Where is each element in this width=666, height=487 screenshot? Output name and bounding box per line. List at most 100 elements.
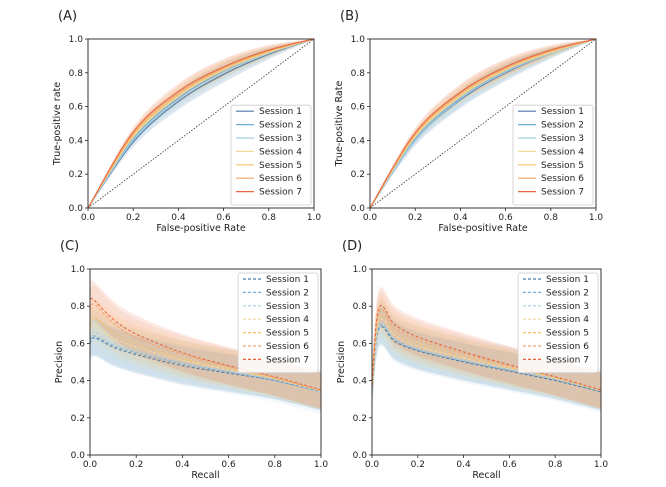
band-session-6 (88, 39, 314, 208)
y-tick-label: 0.6 (353, 339, 368, 349)
band-session-2 (372, 305, 601, 411)
line-session-4 (371, 318, 602, 392)
x-axis-label: Recall (191, 470, 219, 481)
line-session-4 (87, 38, 315, 209)
chance-diagonal (369, 38, 597, 209)
x-tick-label: 0.0 (365, 460, 380, 470)
legend: Session 1 Session 2 Session 3 Session 4 Sess… (237, 272, 319, 374)
panel-d: 0.0 0.2 0.4 0.6 0.8 1.0 0.0 0.2 0.4 0.6 0.8 1.0 Reca… (336, 239, 608, 481)
line-session-5 (369, 38, 597, 209)
line-session-7 (87, 38, 315, 209)
x-tick-label: 1.0 (307, 213, 322, 223)
x-tick-label: 0.8 (268, 460, 283, 470)
y-tick-label: 0.4 (69, 136, 84, 146)
band-session-3 (90, 309, 321, 415)
x-tick-label: 1.0 (589, 213, 604, 223)
legend-entry-session-6: Session 6 (259, 174, 302, 184)
x-axis-label: Recall (472, 470, 500, 481)
legend-entry-session-1: Session 1 (546, 275, 589, 285)
line-session-5 (371, 314, 602, 392)
x-axis-label: False-positive Rate (438, 223, 527, 234)
y-tick-label: 0.2 (71, 414, 85, 424)
band-session-3 (372, 300, 601, 414)
legend-entry-session-2: Session 2 (259, 121, 302, 131)
y-tick-label: 0.8 (69, 69, 84, 79)
y-tick-label: 0.2 (69, 170, 83, 180)
x-tick-label: 0.6 (221, 460, 236, 470)
y-tick-label: 1.0 (353, 265, 368, 275)
x-tick-label: 0.0 (81, 213, 96, 223)
x-tick-label: 0.2 (411, 460, 425, 470)
y-tick-label: 0.0 (71, 451, 86, 461)
x-tick-label: 0.8 (548, 460, 563, 470)
band-session-5 (370, 39, 596, 208)
plot-frame (89, 268, 322, 456)
y-tick-label: 0.0 (353, 451, 368, 461)
legend-entry-session-5: Session 5 (541, 161, 584, 171)
y-axis-label: Precision (336, 341, 347, 383)
x-tick-label: 0.6 (502, 460, 517, 470)
y-tick-label: 0.6 (351, 103, 366, 113)
legend-entry-session-1: Session 1 (259, 107, 302, 117)
legend: Session 1 Session 2 Session 3 Session 4 Sess… (517, 272, 599, 374)
legend-entry-session-3: Session 3 (546, 302, 589, 312)
panel-b: 0.0 0.2 0.4 0.6 0.8 1.0 0.0 0.2 0.4 0.6 0.8 1.0 Fals… (334, 9, 603, 234)
y-tick-label: 0.0 (69, 204, 84, 214)
line-session-7 (90, 297, 322, 391)
legend-entry-session-4: Session 4 (259, 147, 302, 157)
y-tick-label: 1.0 (71, 265, 86, 275)
panel-label: (A) (58, 9, 77, 24)
line-session-7 (369, 38, 597, 209)
legend-entry-session-2: Session 2 (546, 288, 589, 298)
legend-box (230, 104, 312, 206)
legend-entry-session-7: Session 7 (546, 355, 589, 365)
band-session-4 (372, 300, 601, 410)
band-session-7 (88, 39, 314, 208)
x-tick-label: 0.8 (262, 213, 277, 223)
y-tick-label: 0.8 (351, 69, 366, 79)
line-session-3 (89, 331, 322, 393)
y-axis-label: Precision (54, 341, 65, 383)
x-tick-label: 1.0 (314, 460, 329, 470)
chance-diagonal (87, 38, 315, 209)
line-session-2 (89, 335, 322, 393)
band-session-7 (372, 286, 601, 409)
legend-entry-session-5: Session 5 (266, 329, 309, 339)
band-session-5 (372, 296, 601, 410)
line-session-4 (89, 324, 322, 392)
legend-entry-session-6: Session 6 (266, 342, 309, 352)
legend-entry-session-7: Session 7 (541, 188, 584, 198)
panel-label: (C) (60, 239, 79, 254)
panel-label: (B) (340, 9, 359, 24)
y-tick-label: 0.8 (71, 302, 86, 312)
line-session-5 (89, 316, 322, 392)
y-tick-label: 1.0 (69, 35, 84, 45)
x-tick-label: 0.6 (498, 213, 513, 223)
y-tick-label: 0.8 (353, 302, 368, 312)
y-axis-label: True-positive Rate (334, 81, 345, 168)
panel-label: (D) (342, 239, 362, 254)
line-session-4 (369, 38, 597, 209)
band-session-5 (88, 39, 314, 208)
y-tick-label: 0.6 (69, 103, 84, 113)
legend-entry-session-3: Session 3 (541, 134, 584, 144)
legend-entry-session-1: Session 1 (266, 275, 309, 285)
plot-frame (369, 38, 597, 209)
line-session-6 (87, 38, 315, 209)
x-tick-label: 0.4 (175, 460, 190, 470)
legend-entry-session-5: Session 5 (546, 329, 589, 339)
x-tick-label: 0.2 (126, 213, 140, 223)
band-session-1 (90, 319, 321, 411)
line-session-7 (371, 304, 602, 391)
y-tick-label: 0.2 (353, 414, 367, 424)
legend-entry-session-3: Session 3 (259, 134, 302, 144)
x-tick-label: 0.4 (171, 213, 186, 223)
x-tick-label: 0.4 (456, 460, 471, 470)
line-session-3 (87, 38, 315, 209)
legend-box (237, 272, 319, 374)
legend-entry-session-6: Session 6 (546, 342, 589, 352)
band-session-7 (370, 39, 596, 208)
line-session-1 (87, 38, 315, 209)
band-session-6 (370, 39, 596, 208)
